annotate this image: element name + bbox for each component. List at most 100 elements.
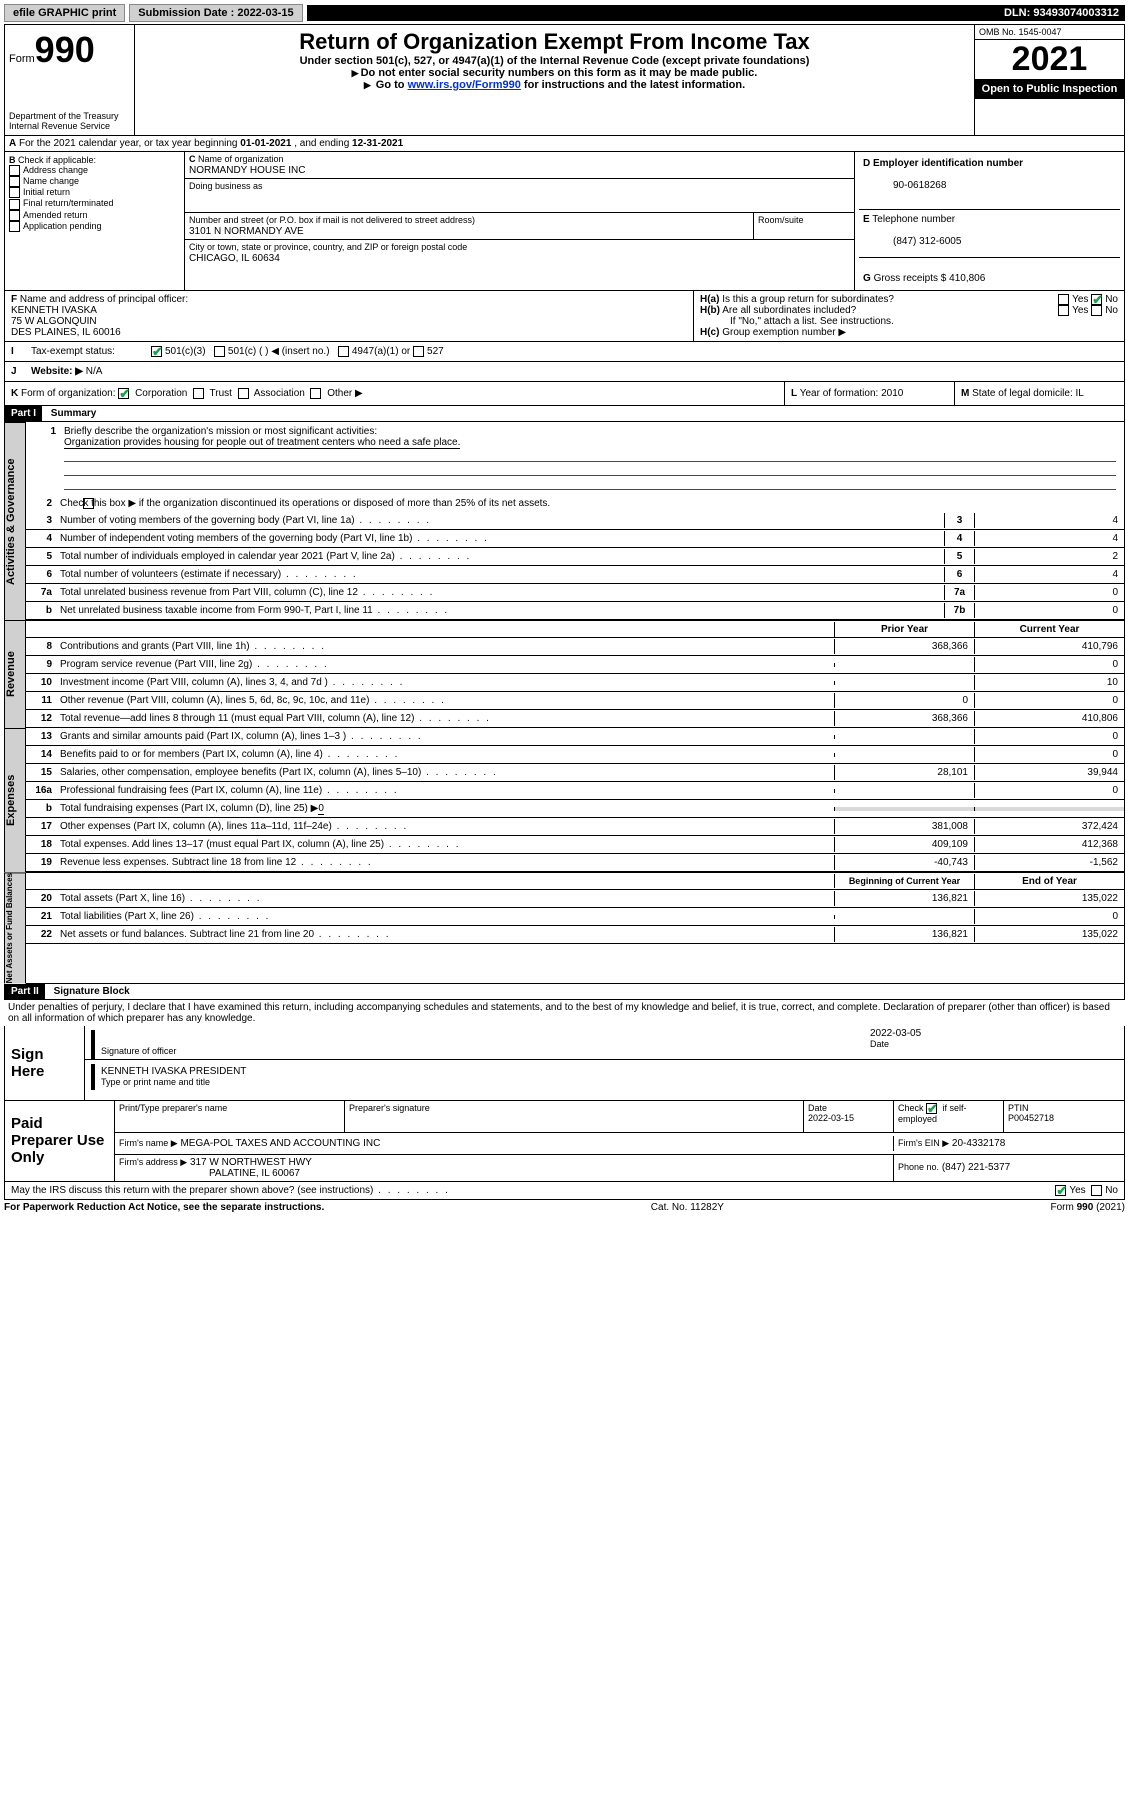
subdate-value: 2022-03-15 bbox=[237, 7, 293, 19]
hdr-eoy: End of Year bbox=[974, 874, 1124, 889]
line-klm: K Form of organization: Corporation Trus… bbox=[4, 382, 1125, 406]
declaration: Under penalties of perjury, I declare th… bbox=[4, 1000, 1125, 1026]
k-trust: Trust bbox=[210, 388, 232, 399]
gov-row: b Net unrelated business taxable income … bbox=[26, 602, 1124, 620]
rev-block: Prior Year Current Year 8 Contributions … bbox=[26, 620, 1125, 728]
hdr-curr: Current Year bbox=[974, 622, 1124, 637]
firm-name-cell: Firm's name ▶ MEGA-POL TAXES AND ACCOUNT… bbox=[115, 1136, 894, 1151]
val-row: 9 Program service revenue (Part VIII, li… bbox=[26, 656, 1124, 674]
n16b: b bbox=[46, 803, 52, 814]
footer: For Paperwork Reduction Act Notice, see … bbox=[4, 1200, 1125, 1213]
prep-date: 2022-03-15 bbox=[808, 1113, 854, 1123]
val-row: 16a Professional fundraising fees (Part … bbox=[26, 782, 1124, 800]
l-cell: L Year of formation: 2010 bbox=[784, 382, 954, 405]
ein-box: D Employer identification number 90-0618… bbox=[859, 154, 1120, 210]
cb-amended[interactable] bbox=[9, 210, 20, 221]
org-addr: 3101 N NORMANDY AVE bbox=[189, 226, 304, 237]
efile-button[interactable]: efile GRAPHIC print bbox=[4, 4, 125, 22]
k-cell: K Form of organization: Corporation Trus… bbox=[5, 382, 784, 405]
cb-initial[interactable] bbox=[9, 187, 20, 198]
room-label: Room/suite bbox=[758, 215, 804, 225]
net-section: Net Assets or Fund Balances Beginning of… bbox=[4, 872, 1125, 983]
pra-notice: For Paperwork Reduction Act Notice, see … bbox=[4, 1202, 324, 1213]
cb-501c3[interactable] bbox=[151, 346, 162, 357]
c-name-box: C Name of organization NORMANDY HOUSE IN… bbox=[185, 152, 854, 178]
h-a: H(a) Is this a group return for subordin… bbox=[700, 294, 1118, 305]
sig-date-label: Date bbox=[870, 1039, 889, 1049]
officer-printed: KENNETH IVASKA PRESIDENT bbox=[101, 1066, 246, 1077]
gross-box: G Gross receipts $ 410,806 bbox=[859, 258, 1120, 288]
form-sub3: Go to www.irs.gov/Form990 for instructio… bbox=[143, 79, 966, 91]
h-b: H(b) Are all subordinates included? Yes … bbox=[700, 305, 1118, 316]
firm-phone-label: Phone no. bbox=[898, 1162, 939, 1172]
subdate-button[interactable]: Submission Date : 2022-03-15 bbox=[129, 4, 302, 22]
cb-501c[interactable] bbox=[214, 346, 225, 357]
cb-ha-yes[interactable] bbox=[1058, 294, 1069, 305]
tab-expenses: Expenses bbox=[4, 728, 26, 872]
firm-addr2: PALATINE, IL 60067 bbox=[119, 1168, 300, 1179]
header-right: OMB No. 1545-0047 2021 Open to Public In… bbox=[974, 25, 1124, 135]
part1-title: Summary bbox=[45, 406, 103, 421]
cb-ha-no[interactable] bbox=[1091, 294, 1102, 305]
cb-q2[interactable] bbox=[83, 498, 94, 509]
form990-link[interactable]: www.irs.gov/Form990 bbox=[408, 79, 521, 91]
val-row: 12 Total revenue—add lines 8 through 11 … bbox=[26, 710, 1124, 728]
cb-527[interactable] bbox=[413, 346, 424, 357]
f-col: F Name and address of principal officer:… bbox=[5, 291, 694, 341]
cb-discuss-no[interactable] bbox=[1091, 1185, 1102, 1196]
entity-block: B Check if applicable: Address change Na… bbox=[4, 152, 1125, 291]
hb-no: No bbox=[1105, 305, 1118, 316]
cb-4947[interactable] bbox=[338, 346, 349, 357]
col-d: D Employer identification number 90-0618… bbox=[854, 152, 1124, 290]
val-row: 18 Total expenses. Add lines 13–17 (must… bbox=[26, 836, 1124, 854]
header-center: Return of Organization Exempt From Incom… bbox=[135, 25, 974, 135]
sig-date: 2022-03-05 bbox=[870, 1028, 921, 1039]
cb-name-change[interactable] bbox=[9, 176, 20, 187]
gov-row: 5 Total number of individuals employed i… bbox=[26, 548, 1124, 566]
firm-ein: 20-4332178 bbox=[952, 1138, 1005, 1149]
dln-label: DLN: bbox=[1004, 7, 1030, 19]
cb-trust[interactable] bbox=[193, 388, 204, 399]
part2-header: Part II Signature Block bbox=[4, 984, 1125, 1000]
opt-initial: Initial return bbox=[23, 187, 70, 197]
cb-discuss-yes[interactable] bbox=[1055, 1185, 1066, 1196]
opt-pending: Application pending bbox=[23, 221, 102, 231]
cb-self-emp[interactable] bbox=[926, 1103, 937, 1114]
sub3b: for instructions and the latest informat… bbox=[521, 79, 745, 91]
cat-no: Cat. No. 11282Y bbox=[651, 1202, 724, 1213]
cb-final[interactable] bbox=[9, 199, 20, 210]
part2-bar: Part II bbox=[5, 984, 45, 999]
blank-line bbox=[64, 448, 1116, 462]
ein-label: Employer identification number bbox=[873, 158, 1023, 169]
prep-right: Print/Type preparer's name Preparer's si… bbox=[115, 1101, 1124, 1181]
m-cell: M State of legal domicile: IL bbox=[954, 382, 1124, 405]
rev-section: Revenue Prior Year Current Year 8 Contri… bbox=[4, 620, 1125, 728]
dba-label: Doing business as bbox=[189, 181, 263, 191]
val-row: 20 Total assets (Part X, line 16) 136,82… bbox=[26, 890, 1124, 908]
k-assoc: Association bbox=[254, 388, 305, 399]
city-label: City or town, state or province, country… bbox=[189, 242, 467, 252]
part1-bar: Part I bbox=[5, 406, 42, 421]
gross-value: 410,806 bbox=[949, 273, 985, 284]
a-text: For the 2021 calendar year, or tax year … bbox=[19, 138, 240, 149]
cb-pending[interactable] bbox=[9, 221, 20, 232]
cb-hb-yes[interactable] bbox=[1058, 305, 1069, 316]
prep-sig-label: Preparer's signature bbox=[345, 1101, 804, 1132]
cb-corp[interactable] bbox=[118, 388, 129, 399]
firm-addr1: 317 W NORTHWEST HWY bbox=[190, 1157, 312, 1168]
cb-other[interactable] bbox=[310, 388, 321, 399]
form-sub1: Under section 501(c), 527, or 4947(a)(1)… bbox=[143, 55, 966, 67]
q1-text: Briefly describe the organization's miss… bbox=[64, 426, 377, 437]
line-a: A For the 2021 calendar year, or tax yea… bbox=[4, 136, 1125, 152]
cb-assoc[interactable] bbox=[238, 388, 249, 399]
dba-box: Doing business as bbox=[185, 179, 854, 213]
opt-address: Address change bbox=[23, 165, 88, 175]
i-label: Tax-exempt status: bbox=[31, 346, 151, 357]
cb-hb-no[interactable] bbox=[1091, 305, 1102, 316]
ha-yes: Yes bbox=[1072, 294, 1088, 305]
addr-label: Number and street (or P.O. box if mail i… bbox=[189, 215, 475, 225]
ptin-cell: PTIN P00452718 bbox=[1004, 1101, 1124, 1132]
form-label: Form990 bbox=[9, 29, 130, 71]
sign-here: Sign Here bbox=[5, 1026, 85, 1100]
cb-address-change[interactable] bbox=[9, 165, 20, 176]
